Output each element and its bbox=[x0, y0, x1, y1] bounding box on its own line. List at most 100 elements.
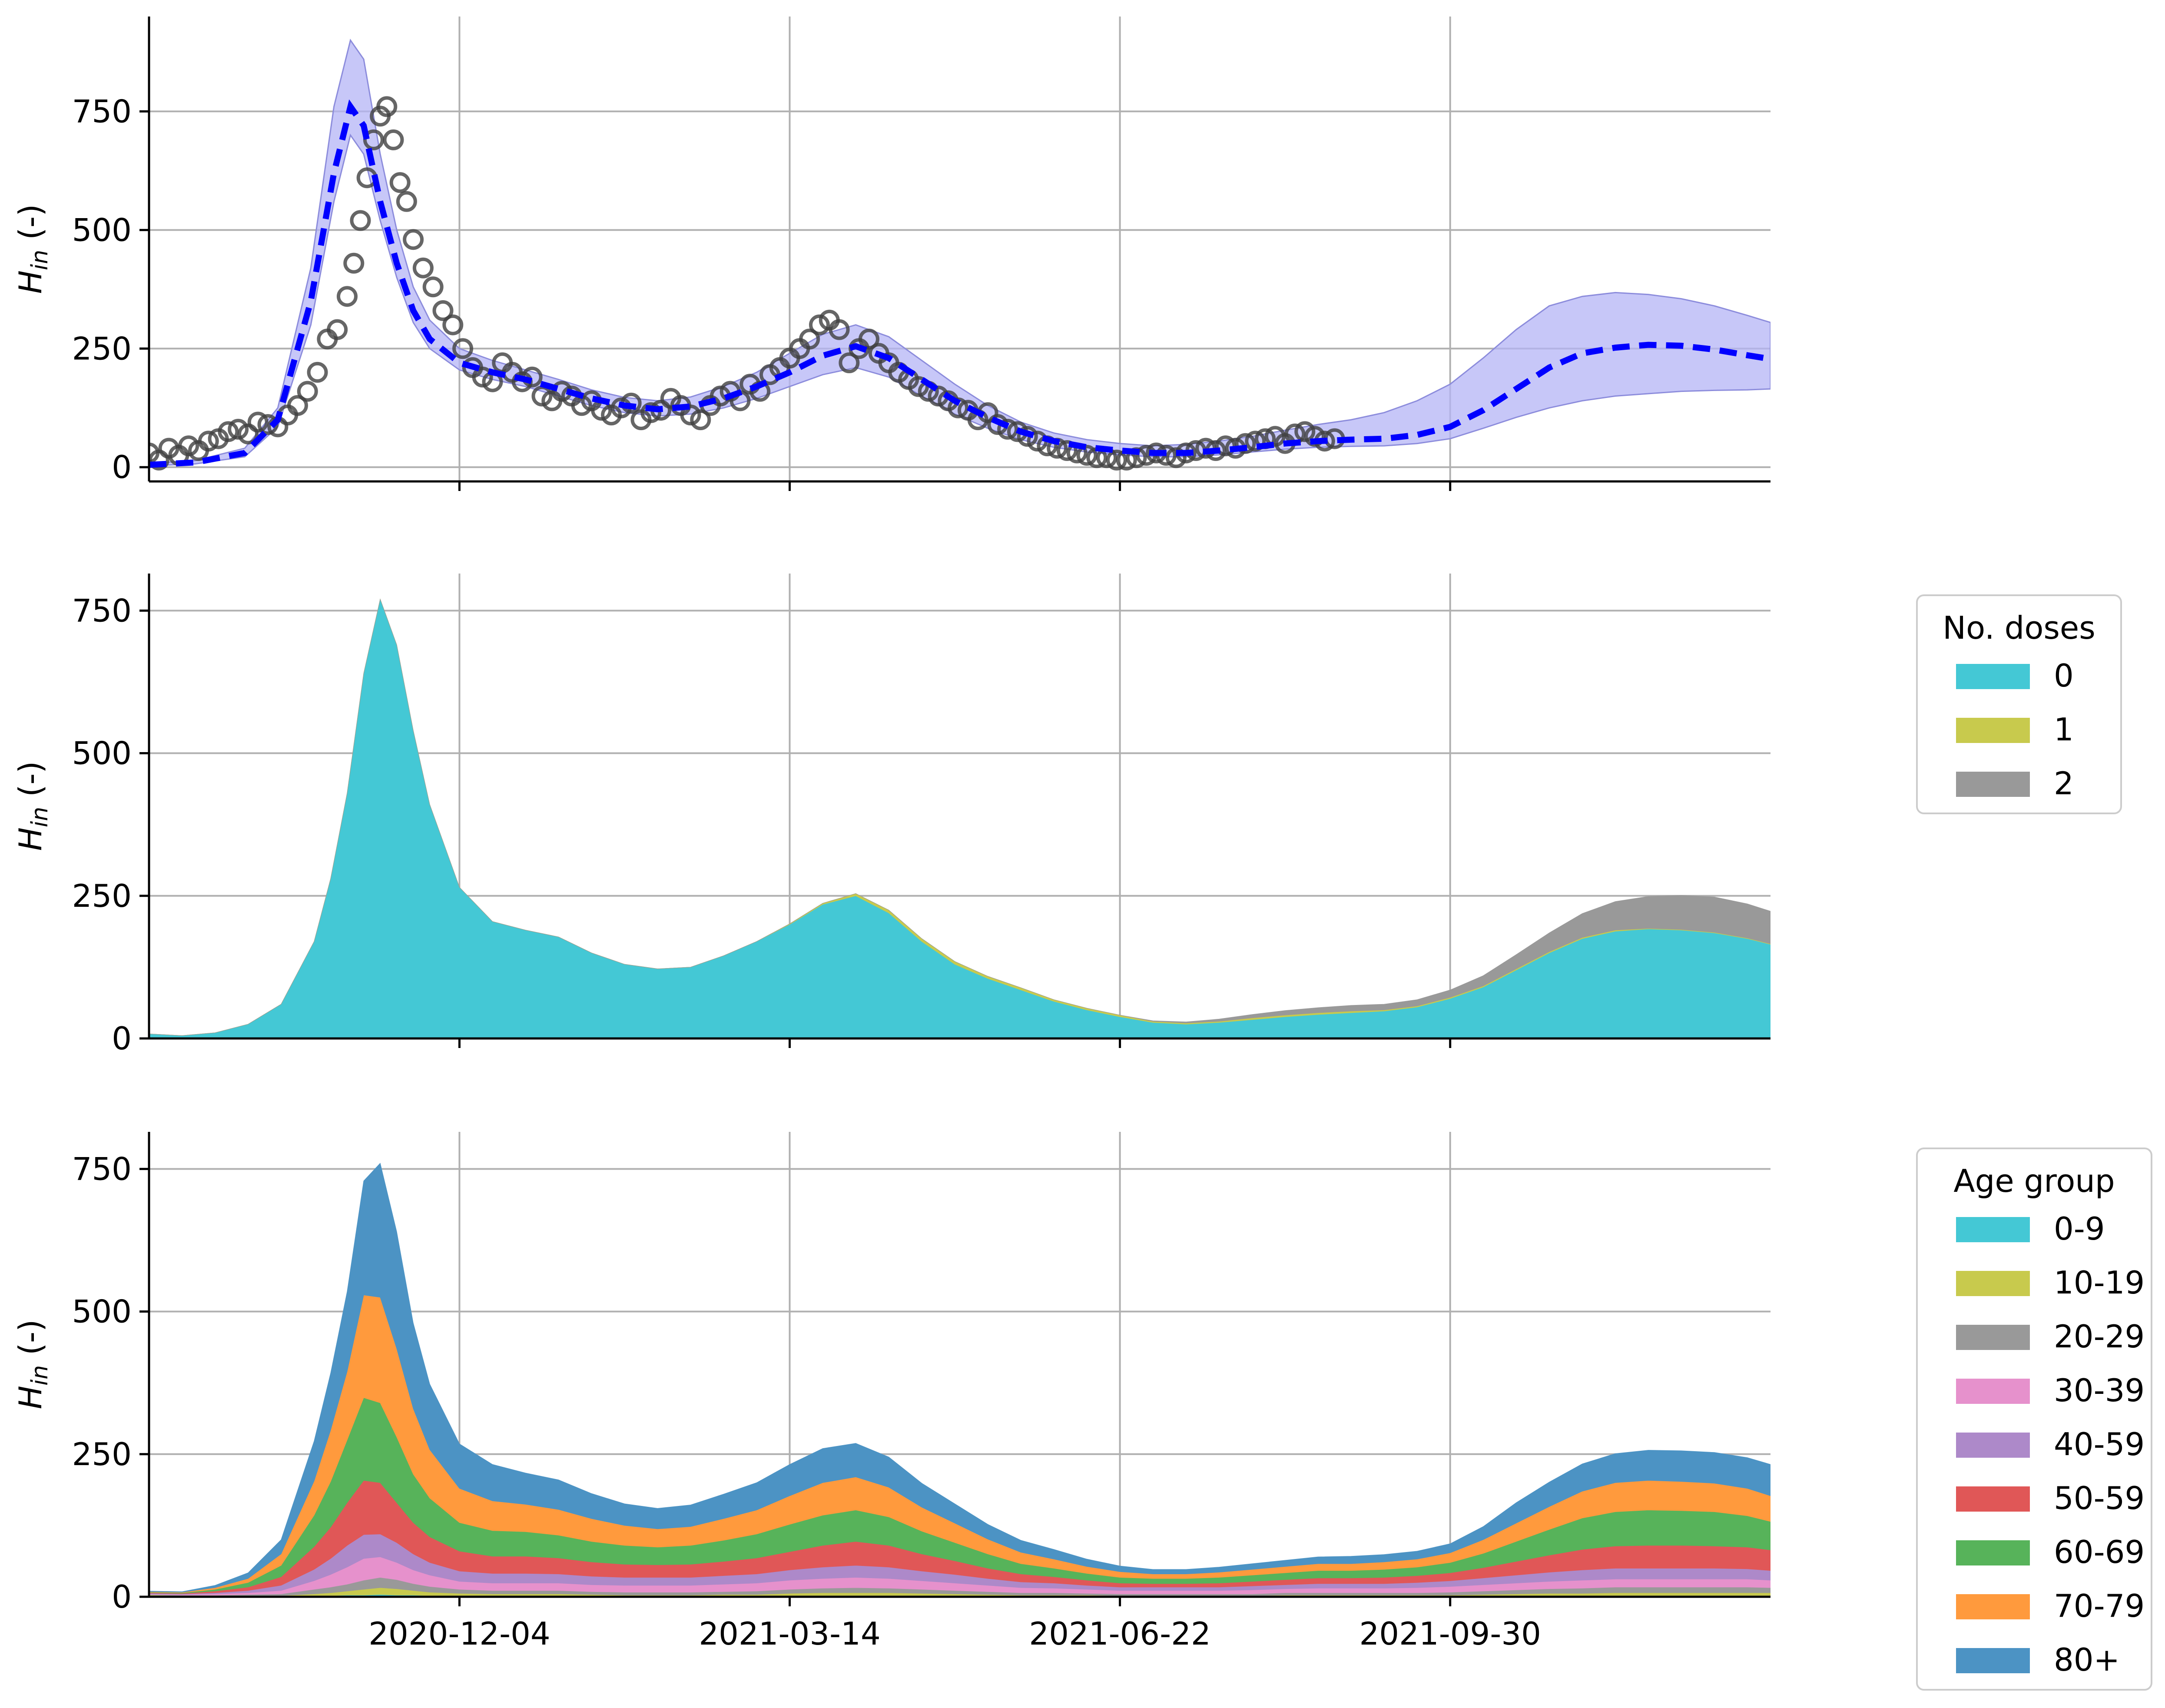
legend-label: 20-29 bbox=[2054, 1318, 2145, 1355]
y-axis-label-main: H bbox=[12, 827, 49, 851]
legend-swatch-20-29 bbox=[1956, 1325, 2030, 1350]
y-axis-label-subscript: in bbox=[27, 807, 53, 827]
legend-label: 80+ bbox=[2054, 1642, 2120, 1678]
y-axis-label-unit: (-) bbox=[12, 1320, 49, 1365]
observed-point bbox=[640, 402, 662, 423]
y-axis-label-subscript: in bbox=[27, 250, 53, 270]
legend-swatch-0-9 bbox=[1956, 1217, 2030, 1242]
legend-label: 0 bbox=[2054, 657, 2074, 694]
observed-point bbox=[228, 418, 249, 440]
legend-label: 40-59 bbox=[2054, 1426, 2145, 1463]
legend-swatch-60-69 bbox=[1956, 1540, 2030, 1565]
observed-point bbox=[997, 418, 1018, 440]
legend-label: 50-59 bbox=[2054, 1480, 2145, 1516]
observed-point bbox=[376, 96, 398, 117]
legend-swatch-40-59 bbox=[1956, 1433, 2030, 1458]
legend-label: 0-9 bbox=[2054, 1211, 2105, 1247]
observed-point bbox=[531, 385, 553, 407]
panel-top-hospitalisations: 0 250 500 750 Hin (-) bbox=[12, 17, 1770, 491]
legend-frame bbox=[1916, 594, 2122, 814]
observed-point bbox=[422, 276, 444, 298]
y-axis-label-unit: (-) bbox=[12, 204, 49, 250]
y-tick-label: 750 bbox=[72, 1151, 132, 1187]
legend-swatch-70-79 bbox=[1956, 1594, 2030, 1619]
legend-label: 10-19 bbox=[2054, 1264, 2145, 1301]
y-tick-label: 0 bbox=[112, 1020, 132, 1057]
y-tick-label: 750 bbox=[72, 592, 132, 629]
observed-point bbox=[1235, 433, 1256, 454]
observed-point bbox=[363, 129, 384, 150]
x-tick-label: 2021-03-14 bbox=[699, 1615, 880, 1652]
observed-point bbox=[412, 257, 434, 279]
observed-point bbox=[1215, 435, 1236, 457]
observed-point bbox=[327, 319, 348, 340]
y-axis-label-unit: (-) bbox=[12, 761, 49, 807]
observed-point bbox=[829, 319, 850, 340]
y-axis-label: Hin (-) bbox=[12, 204, 53, 294]
observed-point bbox=[809, 314, 830, 335]
observed-point bbox=[799, 328, 820, 350]
legend-swatch-2 bbox=[1956, 772, 2030, 797]
y-tick-label: 500 bbox=[72, 1293, 132, 1330]
y-axis-label: Hin (-) bbox=[12, 1320, 53, 1410]
legend-swatch-0 bbox=[1956, 664, 2030, 689]
legend-label: 70-79 bbox=[2054, 1588, 2145, 1624]
observed-point bbox=[1165, 447, 1187, 468]
observed-point bbox=[218, 421, 239, 442]
legend-title: Age group bbox=[1953, 1163, 2115, 1199]
observed-point bbox=[383, 129, 404, 150]
observed-point bbox=[839, 352, 860, 373]
legend-label: 1 bbox=[2054, 711, 2074, 748]
observed-point bbox=[389, 172, 411, 193]
observed-point bbox=[343, 252, 365, 274]
plot-area bbox=[149, 39, 1770, 471]
observed-point bbox=[442, 314, 464, 335]
legend-label: 2 bbox=[2054, 765, 2074, 802]
observed-point bbox=[1294, 421, 1316, 442]
legend-swatch-10-19 bbox=[1956, 1271, 2030, 1296]
observed-point bbox=[178, 435, 199, 457]
observed-point bbox=[1245, 431, 1266, 452]
observed-point bbox=[859, 328, 879, 350]
observed-point bbox=[396, 191, 417, 212]
area-series-2 bbox=[149, 598, 1770, 1036]
area-series-80+ bbox=[149, 1163, 1770, 1593]
legend: Age group 0-9 10-19 20-29 30-39 40-59 50-59 60-… bbox=[1916, 1148, 2152, 1691]
legend-label: 60-69 bbox=[2054, 1534, 2145, 1570]
observed-point bbox=[472, 366, 493, 388]
observed-point bbox=[247, 411, 269, 433]
y-tick-label: 250 bbox=[72, 878, 132, 914]
y-axis-label-main: H bbox=[12, 1386, 49, 1409]
observed-point bbox=[690, 409, 711, 431]
legend-swatch-80+ bbox=[1956, 1648, 2030, 1673]
panel-middle-doses: 0 250 500 750 Hin (-) No. doses 0 1 2 bbox=[12, 574, 2122, 1057]
y-tick-label: 500 bbox=[72, 212, 132, 248]
legend-swatch-1 bbox=[1956, 718, 2030, 743]
observed-point bbox=[297, 381, 318, 402]
y-tick-label: 250 bbox=[72, 1436, 132, 1473]
observed-point bbox=[350, 210, 371, 231]
y-axis-label-main: H bbox=[12, 270, 49, 294]
observed-point bbox=[1106, 449, 1127, 471]
observed-point bbox=[1017, 426, 1038, 447]
panel-bottom-age-groups: 0 250 500 750 2020-12-04 2021-03-14 2021-06-22… bbox=[12, 1132, 2152, 1691]
observed-point bbox=[1304, 426, 1326, 447]
legend-swatch-30-39 bbox=[1956, 1379, 2030, 1404]
legend-swatch-50-59 bbox=[1956, 1486, 2030, 1512]
legend-label: 30-39 bbox=[2054, 1372, 2145, 1409]
y-tick-label: 250 bbox=[72, 330, 132, 367]
model-line bbox=[149, 99, 1770, 468]
observed-point bbox=[198, 431, 219, 452]
observed-point bbox=[337, 286, 358, 307]
plot-area bbox=[149, 598, 1770, 1038]
observed-point bbox=[1057, 440, 1078, 461]
legend-title: No. doses bbox=[1943, 610, 2095, 646]
observed-point bbox=[680, 405, 701, 426]
y-axis-label: Hin (-) bbox=[12, 761, 53, 851]
observed-point bbox=[403, 229, 424, 250]
observed-point bbox=[452, 338, 474, 359]
x-tick-label: 2021-06-22 bbox=[1029, 1615, 1210, 1652]
legend: No. doses 0 1 2 bbox=[1916, 594, 2122, 814]
x-tick-label: 2021-09-30 bbox=[1359, 1615, 1541, 1652]
observed-point bbox=[287, 395, 308, 416]
